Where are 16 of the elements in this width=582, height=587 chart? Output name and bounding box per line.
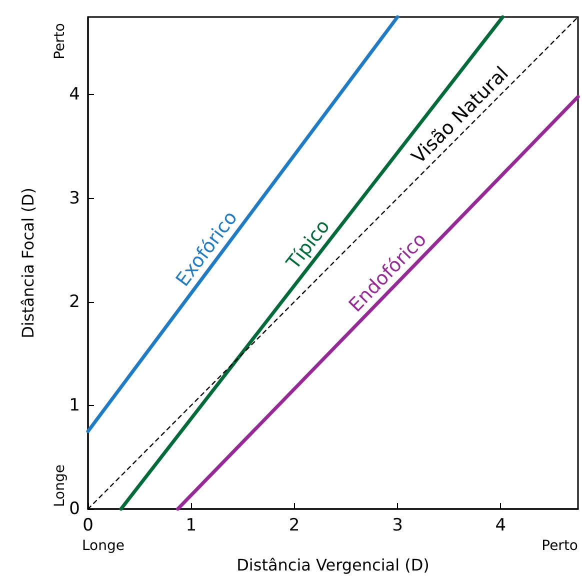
y-tick-label: 4 [69,84,80,105]
y-tick-label: 3 [69,188,80,208]
x-tick-label: 0 [82,516,94,536]
text: Longe [52,464,68,507]
text: Perto [542,538,578,554]
text: Perto [52,23,68,60]
y-tick-label: 1 [69,395,80,416]
y-tick-label: 0 [69,499,80,519]
x-tick-label: 3 [392,516,403,536]
text: Longe [82,538,124,554]
x-tick-label: 1 [186,516,197,536]
x-axis-title: Distância Vergencial (D) [236,556,430,574]
x-tick-label: 4 [495,516,506,536]
y-axis-title: Distância Focal (D) [18,188,38,338]
y-tick-label: 2 [69,292,80,312]
x-tick-label: 2 [288,516,300,536]
